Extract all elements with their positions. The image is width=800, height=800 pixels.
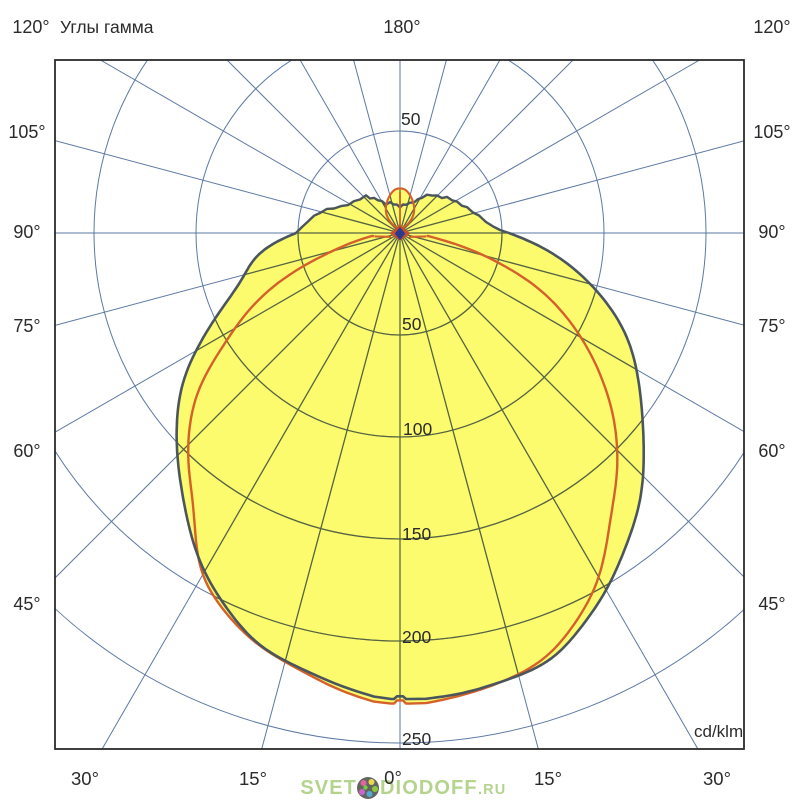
svg-text:0°: 0° bbox=[384, 767, 402, 788]
svg-text:DIODOFF: DIODOFF bbox=[380, 777, 478, 799]
svg-text:120°: 120° bbox=[12, 17, 49, 37]
svg-text:100: 100 bbox=[403, 419, 432, 439]
svg-text:.RU: .RU bbox=[478, 782, 506, 798]
svg-text:45°: 45° bbox=[13, 594, 40, 614]
svg-text:Углы гамма: Углы гамма bbox=[60, 17, 154, 37]
svg-text:50: 50 bbox=[402, 314, 422, 334]
svg-text:200: 200 bbox=[402, 627, 431, 647]
svg-text:180°: 180° bbox=[383, 17, 420, 37]
svg-text:60°: 60° bbox=[13, 441, 40, 461]
svg-text:105°: 105° bbox=[753, 122, 790, 142]
svg-text:45°: 45° bbox=[758, 594, 785, 614]
svg-text:cd/klm: cd/klm bbox=[694, 722, 743, 741]
svg-text:60°: 60° bbox=[758, 441, 785, 461]
svg-text:15°: 15° bbox=[239, 768, 267, 789]
svg-text:105°: 105° bbox=[8, 122, 45, 142]
svg-text:90°: 90° bbox=[13, 222, 40, 242]
svg-text:30°: 30° bbox=[71, 768, 99, 789]
svg-text:75°: 75° bbox=[758, 316, 785, 336]
svg-text:120°: 120° bbox=[753, 17, 790, 37]
svg-text:30°: 30° bbox=[703, 768, 731, 789]
svg-text:50: 50 bbox=[401, 109, 421, 129]
svg-text:75°: 75° bbox=[13, 316, 40, 336]
svg-text:150: 150 bbox=[402, 524, 431, 544]
svg-text:90°: 90° bbox=[758, 222, 785, 242]
svg-text:250: 250 bbox=[402, 729, 431, 749]
svg-text:SVET: SVET bbox=[300, 777, 357, 799]
svg-text:15°: 15° bbox=[534, 768, 562, 789]
